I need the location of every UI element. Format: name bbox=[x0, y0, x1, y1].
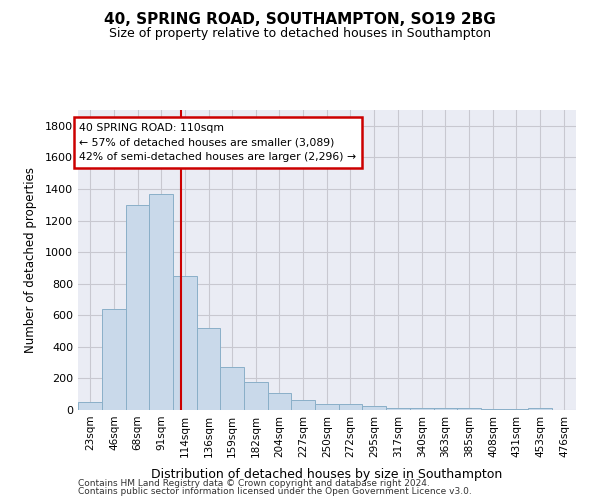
Bar bbox=[102, 309, 126, 410]
Bar bbox=[268, 394, 291, 410]
Bar bbox=[528, 408, 552, 410]
Bar bbox=[434, 408, 457, 410]
Bar bbox=[410, 408, 434, 410]
Text: Contains HM Land Registry data © Crown copyright and database right 2024.: Contains HM Land Registry data © Crown c… bbox=[78, 478, 430, 488]
Bar bbox=[197, 328, 220, 410]
Bar bbox=[315, 404, 339, 410]
Bar bbox=[505, 409, 528, 410]
X-axis label: Distribution of detached houses by size in Southampton: Distribution of detached houses by size … bbox=[151, 468, 503, 481]
Y-axis label: Number of detached properties: Number of detached properties bbox=[23, 167, 37, 353]
Bar bbox=[362, 406, 386, 410]
Bar bbox=[78, 402, 102, 410]
Text: 40 SPRING ROAD: 110sqm
← 57% of detached houses are smaller (3,089)
42% of semi-: 40 SPRING ROAD: 110sqm ← 57% of detached… bbox=[79, 122, 356, 162]
Bar bbox=[149, 194, 173, 410]
Text: Contains public sector information licensed under the Open Government Licence v3: Contains public sector information licen… bbox=[78, 487, 472, 496]
Text: Size of property relative to detached houses in Southampton: Size of property relative to detached ho… bbox=[109, 28, 491, 40]
Bar bbox=[457, 408, 481, 410]
Text: 40, SPRING ROAD, SOUTHAMPTON, SO19 2BG: 40, SPRING ROAD, SOUTHAMPTON, SO19 2BG bbox=[104, 12, 496, 28]
Bar bbox=[386, 408, 410, 410]
Bar bbox=[220, 366, 244, 410]
Bar bbox=[126, 204, 149, 410]
Bar bbox=[291, 400, 315, 410]
Bar bbox=[244, 382, 268, 410]
Bar bbox=[481, 409, 505, 410]
Bar bbox=[339, 404, 362, 410]
Bar bbox=[173, 276, 197, 410]
